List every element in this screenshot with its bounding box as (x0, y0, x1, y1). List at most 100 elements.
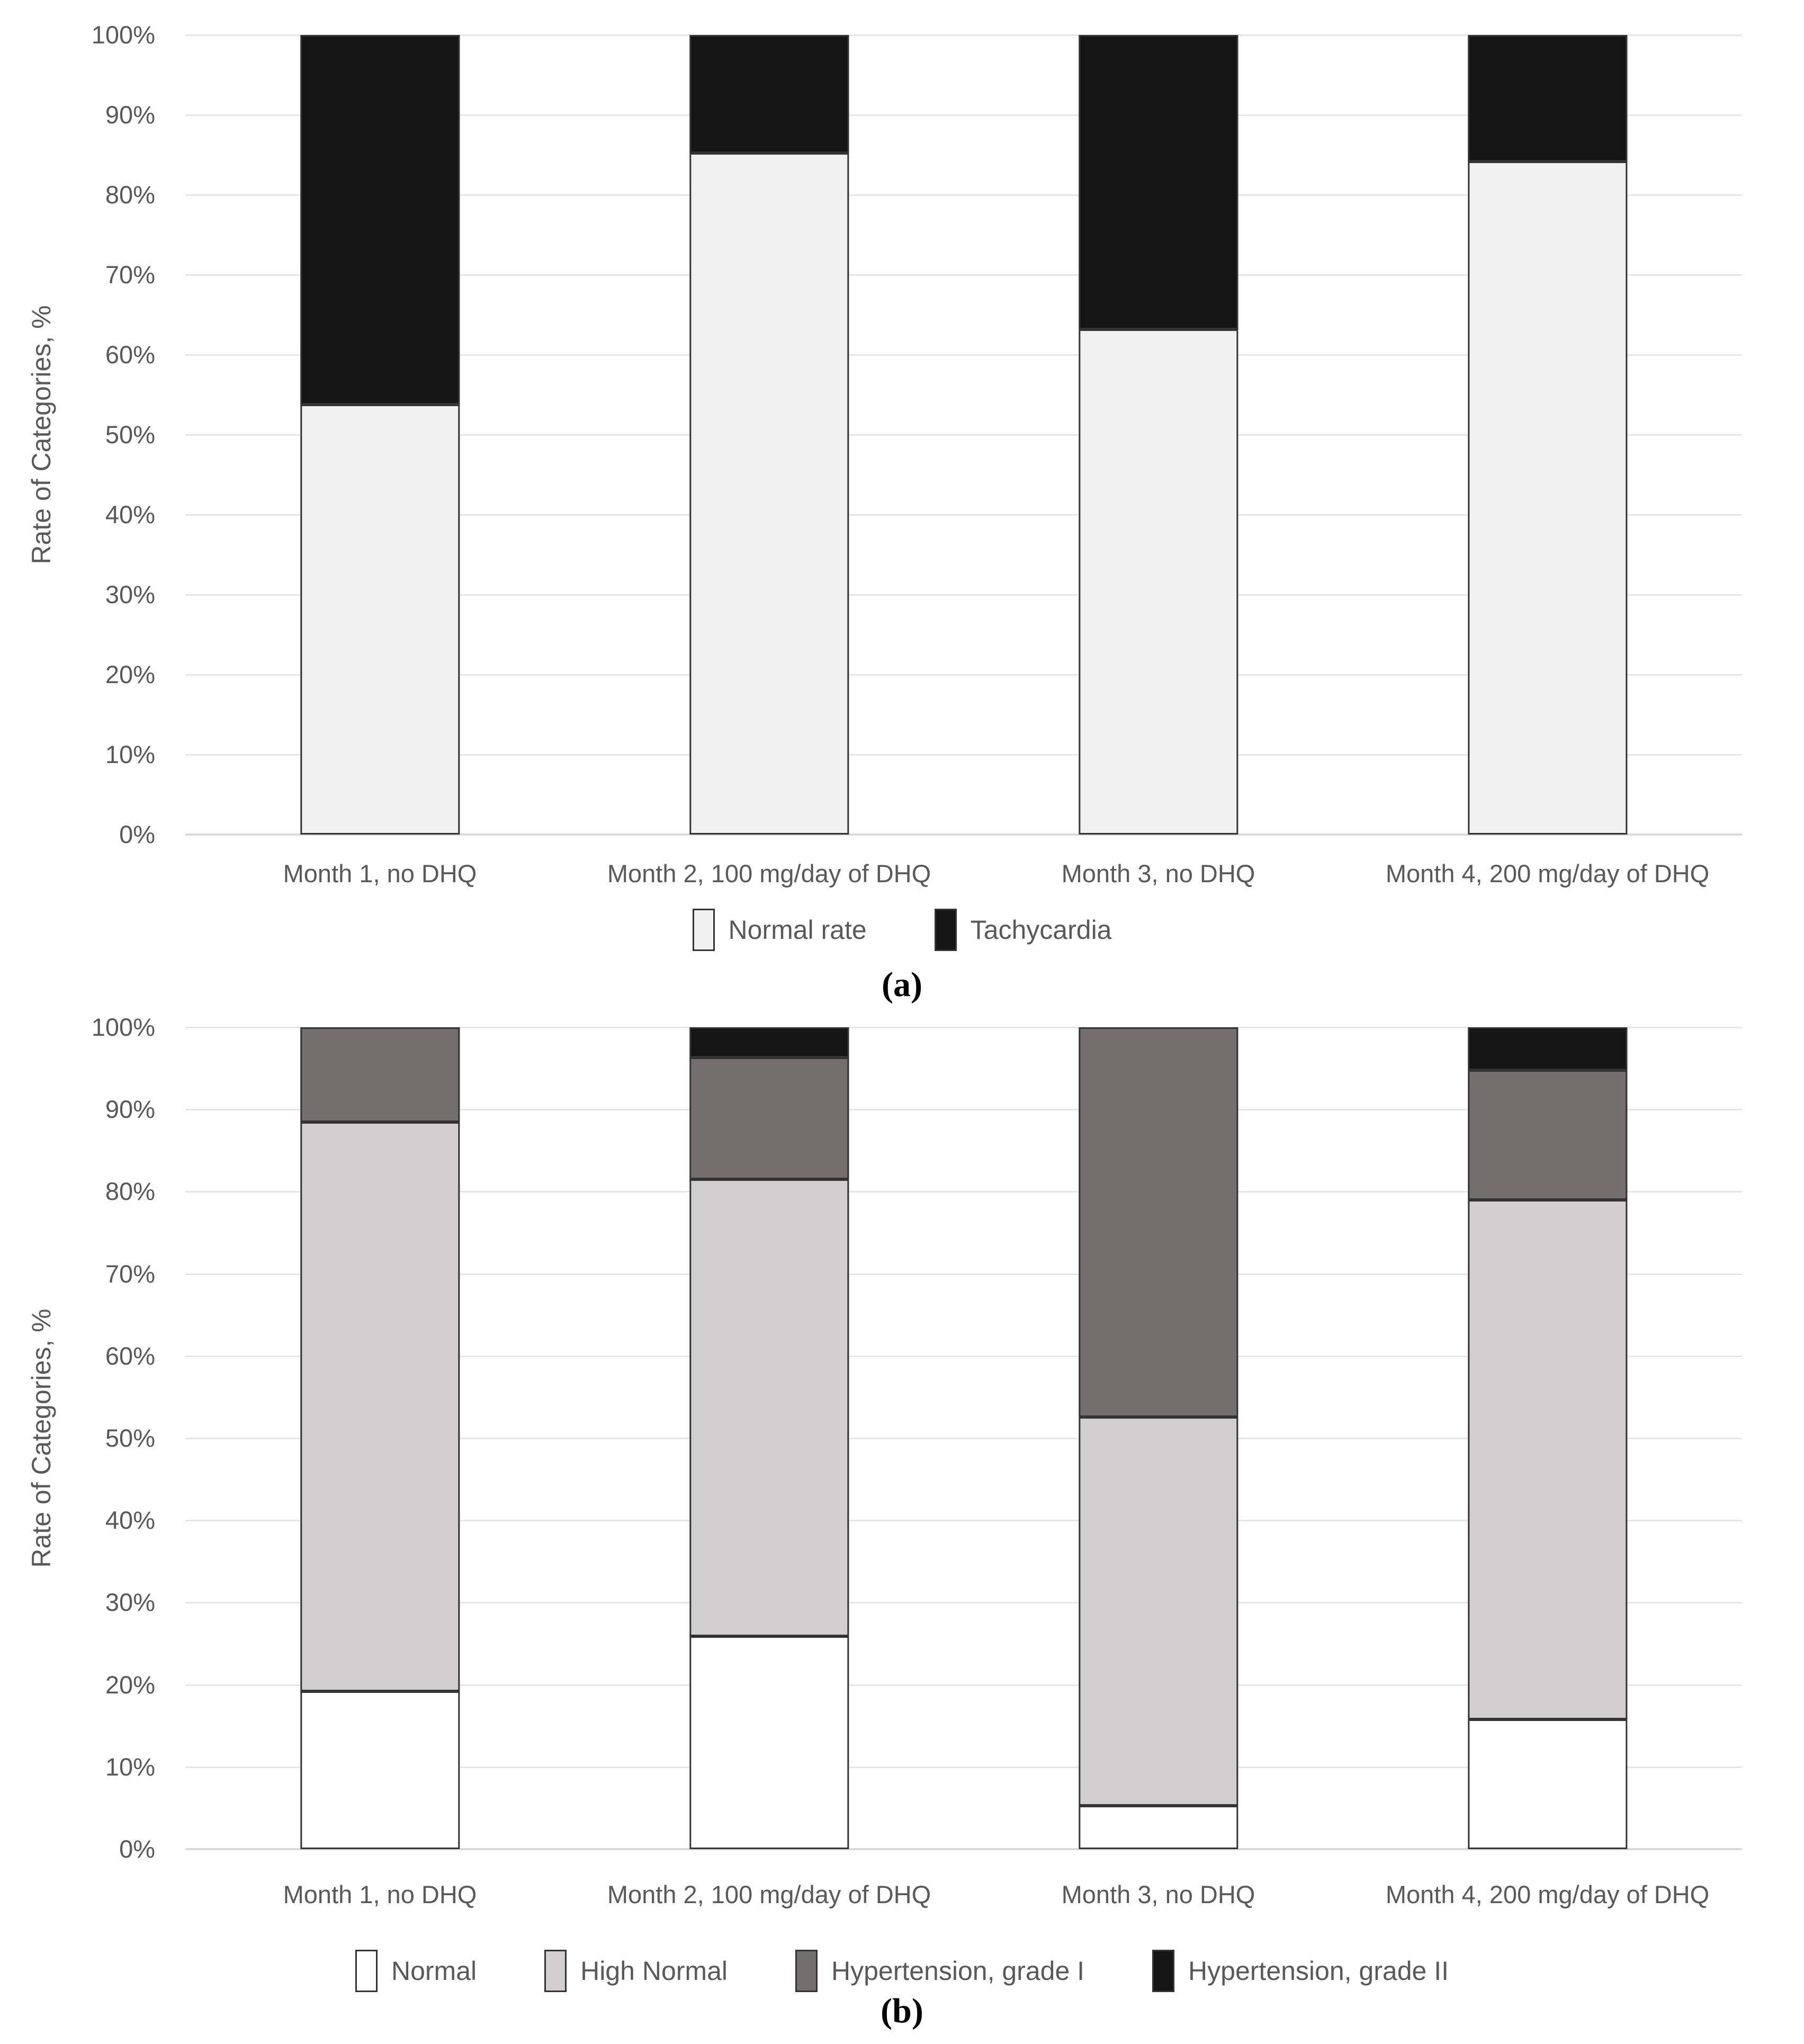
bar-segment (300, 1691, 460, 1849)
bar-slot (964, 1027, 1353, 1849)
bar-slot (1353, 1027, 1742, 1849)
gridline (185, 1191, 1742, 1193)
stacked-bar (689, 35, 849, 835)
legend-item: Hypertension, grade I (795, 1950, 1084, 1992)
legend-item: Normal (355, 1950, 477, 1992)
bar-segment (1467, 1070, 1628, 1200)
legend-swatch (355, 1950, 378, 1992)
stacked-bar (689, 1027, 849, 1849)
bar-segment (300, 1027, 460, 1122)
gridline (185, 1027, 1742, 1028)
y-tick-label: 70% (105, 1259, 155, 1288)
x-axis-line (185, 1848, 1742, 1850)
category-label: Month 4, 200 mg/day of DHQ (1385, 859, 1710, 887)
y-tick-label: 80% (105, 181, 155, 209)
bar-slot (1353, 35, 1742, 835)
y-axis-title-a: Rate of Categories, % (26, 305, 56, 564)
bar-segment (1467, 161, 1628, 835)
panel-b: 0% 10% 20% 30% 40% 50% 60% 70% 80% 90% 100% Rate o… (0, 1014, 1804, 2044)
gridline (185, 1355, 1742, 1357)
bar-segment (1467, 35, 1628, 162)
legend-item: Normal rate (692, 909, 867, 951)
gridline (185, 114, 1742, 116)
legend-item: Tachycardia (934, 909, 1112, 951)
legend-swatch (544, 1950, 567, 1992)
legend-label: Hypertension, grade II (1188, 1956, 1449, 1986)
legend-label: High Normal (580, 1956, 728, 1986)
bars-a (185, 35, 1742, 835)
category-label: Month 2, 100 mg/day of DHQ (607, 1880, 931, 1908)
gridline (185, 1438, 1742, 1439)
legend-swatch (692, 909, 715, 951)
y-axis-ticks-a: 0% 10% 20% 30% 40% 50% 60% 70% 80% 90% 100% (0, 21, 161, 848)
y-tick-label: 60% (105, 340, 155, 369)
y-tick-label: 30% (105, 580, 155, 608)
category-label: Month 1, no DHQ (283, 859, 477, 887)
category-label: Month 4, 200 mg/day of DHQ (1385, 1880, 1710, 1908)
gridline (185, 594, 1742, 596)
y-axis-title-b: Rate of Categories, % (26, 1308, 56, 1568)
legend-label: Normal (391, 1956, 477, 1986)
bar-slot (575, 35, 964, 835)
y-axis-ticks-b: 0% 10% 20% 30% 40% 50% 60% 70% 80% 90% 100% (0, 1014, 161, 1863)
bar-segment (1078, 1805, 1238, 1849)
x-axis-category-labels-a: Month 1, no DHQ Month 2, 100 mg/day of DH… (185, 859, 1742, 888)
category-label: Month 3, no DHQ (1061, 1880, 1255, 1908)
y-tick-label: 90% (105, 1095, 155, 1124)
y-tick-label: 40% (105, 1506, 155, 1535)
y-tick-label: 20% (105, 660, 155, 688)
bar-segment (689, 1057, 849, 1180)
bar-segment (1078, 1027, 1238, 1417)
gridline (185, 274, 1742, 276)
y-tick-label: 60% (105, 1341, 155, 1370)
bar-segment (689, 35, 849, 154)
legend-swatch (1152, 1950, 1175, 1992)
category-label: Month 1, no DHQ (283, 1880, 477, 1908)
legend-swatch (934, 909, 957, 951)
y-tick-label: 0% (119, 820, 155, 848)
bar-slot (575, 1027, 964, 1849)
gridline (185, 674, 1742, 676)
gridline (185, 1109, 1742, 1111)
bar-segment (300, 35, 460, 405)
legend-swatch (795, 1950, 818, 1992)
y-tick-label: 70% (105, 261, 155, 289)
y-tick-label: 40% (105, 500, 155, 528)
y-tick-label: 100% (91, 21, 155, 49)
gridline (185, 434, 1742, 436)
bar-slot (185, 35, 575, 835)
stacked-bar (300, 1027, 460, 1849)
legend-item: Hypertension, grade II (1152, 1950, 1449, 1992)
bar-segment (689, 153, 849, 835)
gridline (185, 1273, 1742, 1275)
legend-label: Hypertension, grade I (831, 1956, 1085, 1986)
y-tick-label: 10% (105, 1752, 155, 1781)
gridline (185, 1684, 1742, 1686)
stacked-bar (1078, 35, 1238, 835)
bar-segment (689, 1027, 849, 1058)
bar-segment (1078, 329, 1238, 835)
bars-b (185, 1027, 1742, 1849)
panel-a: 0% 10% 20% 30% 40% 50% 60% 70% 80% 90% 100% Rate o… (0, 0, 1804, 1017)
stacked-bar (300, 35, 460, 835)
bar-slot (185, 1027, 575, 1849)
legend-label: Normal rate (728, 915, 867, 945)
y-tick-label: 50% (105, 420, 155, 449)
y-tick-label: 90% (105, 101, 155, 129)
gridline (185, 1520, 1742, 1522)
legend-label: Tachycardia (970, 915, 1112, 945)
gridline (185, 1766, 1742, 1768)
stacked-bar (1078, 1027, 1238, 1849)
stacked-bar (1467, 1027, 1628, 1849)
legend-b: Normal High Normal Hypertension, grade I Hy… (0, 1950, 1804, 1992)
y-tick-label: 0% (119, 1835, 155, 1863)
y-tick-label: 80% (105, 1177, 155, 1206)
gridline (185, 354, 1742, 356)
gridline (185, 34, 1742, 36)
legend-item: High Normal (544, 1950, 728, 1992)
panel-label-a: (a) (882, 965, 922, 1004)
y-tick-label: 30% (105, 1588, 155, 1617)
bar-segment (689, 1179, 849, 1637)
bar-segment (1467, 1719, 1628, 1849)
plot-area-a (185, 34, 1742, 836)
